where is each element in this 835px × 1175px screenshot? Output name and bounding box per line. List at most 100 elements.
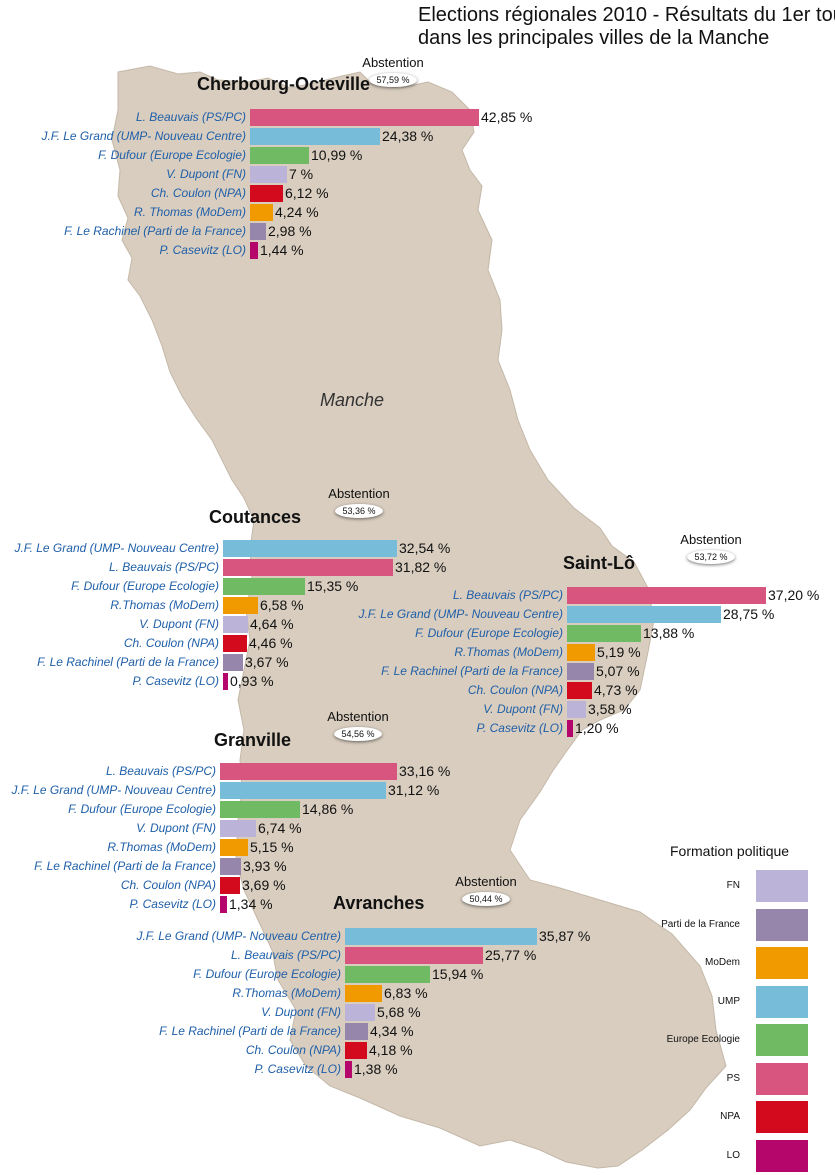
- candidate-name: R.Thomas (MoDem): [454, 645, 563, 659]
- candidate-row: F. Le Rachinel (Parti de la France) 4,34 …: [159, 1023, 414, 1040]
- legend-label: Parti de la France: [661, 918, 740, 930]
- candidate-name: L. Beauvais (PS/PC): [108, 560, 219, 574]
- value-label: 6,74 %: [258, 820, 302, 836]
- legend-label: NPA: [720, 1111, 740, 1122]
- candidate-name: J.F. Le Grand (UMP- Nouveau Centre): [41, 129, 246, 143]
- legend-swatch: [756, 1139, 808, 1172]
- bar-modem: [220, 839, 248, 856]
- bar-lo: [223, 673, 228, 690]
- value-label: 25,77 %: [485, 947, 537, 963]
- value-label: 6,83 %: [384, 985, 428, 1001]
- title-line-1: Elections régionales 2010 - Résultats du…: [418, 4, 835, 26]
- legend-item-ps: PS: [620, 1062, 830, 1095]
- candidate-row: F. Le Rachinel (Parti de la France) 3,93 …: [34, 858, 287, 875]
- manche-land: [111, 65, 727, 1169]
- value-label: 0,93 %: [230, 673, 274, 689]
- value-label: 3,67 %: [245, 654, 289, 670]
- bar-fn: [223, 616, 248, 633]
- legend-item-europe-ecologie: Europe Ecologie: [620, 1024, 830, 1056]
- candidate-name: Ch. Coulon (NPA): [150, 186, 246, 200]
- value-label: 15,94 %: [432, 966, 484, 982]
- city-name: Cherbourg-Octeville: [197, 74, 371, 94]
- value-label: 4,73 %: [594, 682, 638, 698]
- bar-ump: [223, 540, 397, 557]
- bar-fn: [250, 166, 287, 183]
- candidate-name: P. Casevitz (LO): [476, 721, 563, 735]
- value-label: 6,58 %: [260, 597, 304, 613]
- candidate-row: F. Dufour (Europe Ecologie) 10,99 %: [98, 147, 362, 164]
- value-label: 5,19 %: [597, 644, 641, 660]
- value-label: 15,35 %: [307, 578, 359, 594]
- legend-item-parti-de-la-france: Parti de la France: [620, 908, 830, 941]
- region-label: Manche: [320, 390, 385, 410]
- candidate-name: F. Dufour (Europe Ecologie): [98, 148, 246, 162]
- value-label: 42,85 %: [481, 109, 533, 125]
- candidate-row: L. Beauvais (PS/PC) 33,16 %: [106, 763, 450, 780]
- value-label: 1,38 %: [354, 1061, 398, 1077]
- abstention-label: Abstention: [455, 874, 517, 889]
- legend-label: MoDem: [704, 957, 740, 968]
- candidate-row: R. Thomas (MoDem) 4,24 %: [134, 204, 319, 221]
- candidate-row: P. Casevitz (LO) 1,44 %: [160, 242, 304, 259]
- legend-label: Europe Ecologie: [666, 1034, 740, 1045]
- candidate-name: F. Dufour (Europe Ecologie): [193, 967, 341, 981]
- candidate-name: F. Le Rachinel (Parti de la France): [37, 655, 219, 669]
- value-label: 14,86 %: [302, 801, 354, 817]
- candidate-name: V. Dupont (FN): [136, 821, 216, 835]
- bar-ps: [223, 559, 393, 576]
- bar-parti-de-la-france: [345, 1023, 368, 1040]
- candidate-name: F. Le Rachinel (Parti de la France): [159, 1024, 341, 1038]
- candidate-name: L. Beauvais (PS/PC): [452, 588, 563, 602]
- abstention-badge: Abstention 54,56 %: [298, 709, 418, 742]
- candidate-row: Ch. Coulon (NPA) 3,69 %: [121, 877, 286, 894]
- candidate-row: P. Casevitz (LO) 1,34 %: [130, 896, 273, 913]
- bar-ump: [220, 782, 386, 799]
- abstention-badge: Abstention 53,72 %: [651, 532, 771, 565]
- candidate-name: L. Beauvais (PS/PC): [105, 764, 216, 778]
- value-label: 1,44 %: [260, 242, 304, 258]
- value-label: 1,20 %: [575, 720, 619, 736]
- bar-europe-ecologie: [345, 966, 430, 983]
- value-label: 7 %: [289, 166, 314, 182]
- candidate-row: R.Thomas (MoDem) 5,15 %: [107, 839, 294, 856]
- candidate-name: Ch. Coulon (NPA): [120, 878, 216, 892]
- candidate-row: J.F. Le Grand (UMP- Nouveau Centre) 24,38…: [41, 128, 433, 145]
- legend-swatch: [756, 1101, 808, 1133]
- bar-lo: [567, 720, 573, 737]
- candidate-name: F. Le Rachinel (Parti de la France): [381, 664, 563, 678]
- abstention-value: 50,44 %: [462, 892, 510, 906]
- bar-modem: [567, 644, 595, 661]
- candidate-row: V. Dupont (FN) 7 %: [166, 166, 313, 183]
- bar-ps: [250, 109, 479, 126]
- candidate-row: F. Dufour (Europe Ecologie) 15,94 %: [193, 966, 483, 983]
- bar-fn: [567, 701, 586, 718]
- legend-swatch: [756, 985, 808, 1018]
- candidate-name: F. Dufour (Europe Ecologie): [71, 579, 219, 593]
- candidate-row: L. Beauvais (PS/PC) 31,82 %: [109, 559, 446, 576]
- candidate-row: J.F. Le Grand (UMP- Nouveau Centre) 28,75…: [358, 606, 774, 623]
- legend-swatch: [756, 1062, 808, 1095]
- candidate-row: Ch. Coulon (NPA) 4,18 %: [246, 1042, 413, 1059]
- candidate-name: V. Dupont (FN): [139, 617, 219, 631]
- legend-label: UMP: [717, 995, 740, 1007]
- value-label: 3,58 %: [588, 701, 632, 717]
- value-label: 4,34 %: [370, 1023, 414, 1039]
- bar-ump: [250, 128, 380, 145]
- candidate-name: P. Casevitz (LO): [132, 674, 219, 688]
- value-label: 5,15 %: [250, 839, 294, 855]
- candidate-row: F. Dufour (Europe Ecologie) 14,86 %: [68, 801, 353, 818]
- candidate-row: L. Beauvais (PS/PC) 25,77 %: [231, 947, 536, 964]
- bar-ump: [345, 928, 537, 945]
- legend-title: Formation politique: [670, 843, 790, 859]
- legend-item-ump: UMP: [620, 985, 830, 1018]
- candidate-row: P. Casevitz (LO) 0,93 %: [133, 673, 274, 690]
- legend-swatch: [756, 1024, 808, 1056]
- candidate-name: J.F. Le Grand (UMP- Nouveau Centre): [136, 929, 341, 943]
- candidate-name: F. Le Rachinel (Parti de la France): [64, 224, 246, 238]
- candidate-name: R.Thomas (MoDem): [232, 986, 341, 1000]
- candidate-row: J.F. Le Grand (UMP- Nouveau Centre) 35,87…: [136, 928, 590, 945]
- candidate-name: Ch. Coulon (NPA): [467, 683, 563, 697]
- bar-fn: [220, 820, 256, 837]
- value-label: 10,99 %: [311, 147, 363, 163]
